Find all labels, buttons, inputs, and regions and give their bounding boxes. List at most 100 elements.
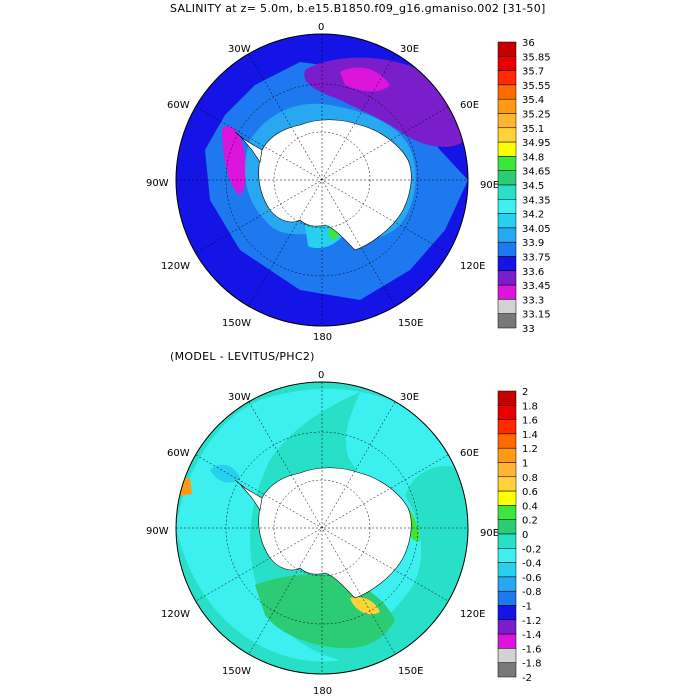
- colorbar-swatch: [497, 619, 517, 635]
- salinity-map: 0 30W 30E 60W 60E 90W 90E 120W 120E 150W…: [146, 22, 499, 343]
- colorbar-tick-label: 0.4: [522, 501, 538, 512]
- colorbar-tick-label: 0.2: [522, 516, 538, 527]
- colorbar-swatch: [497, 462, 517, 478]
- lon-label-0: 0: [318, 22, 324, 33]
- lon-label-90w: 90W: [146, 526, 169, 537]
- difference-map: 0 30W 30E 60W 60E 90W 90E 120W 120E 150W…: [146, 370, 499, 697]
- colorbar-tick-label: 1.4: [522, 430, 538, 441]
- graticule: [176, 34, 468, 326]
- colorbar-swatch: [497, 576, 517, 592]
- colorbar-swatch: [497, 390, 517, 406]
- colorbar-tick-label: -1.4: [522, 630, 542, 641]
- colorbar-tick-label: -1: [522, 602, 532, 613]
- colorbar-swatch: [497, 199, 517, 214]
- colorbar-tick-label: 33.15: [522, 310, 551, 321]
- lon-label-30e: 30E: [400, 392, 419, 403]
- colorbar-swatch: [497, 419, 517, 435]
- lon-label-60w: 60W: [167, 448, 190, 459]
- lon-label-90w: 90W: [146, 178, 169, 189]
- colorbar-swatch: [497, 433, 517, 449]
- colorbar-tick-label: 0.6: [522, 487, 538, 498]
- plot-title: SALINITY at z= 5.0m, b.e15.B1850.f09_g16…: [170, 2, 546, 15]
- colorbar-tick-label: 35.85: [522, 52, 551, 63]
- lon-label-120e: 120E: [460, 261, 485, 272]
- colorbar-tick-label: -1.8: [522, 659, 542, 670]
- lon-label-0: 0: [318, 370, 324, 381]
- colorbar-tick-label: 1.8: [522, 401, 538, 412]
- colorbar-tick-label: 35.1: [522, 124, 544, 135]
- lon-label-150e: 150E: [398, 318, 423, 329]
- lon-label-120w: 120W: [161, 261, 190, 272]
- colorbar-swatch: [497, 241, 517, 257]
- colorbar-swatch: [497, 648, 517, 663]
- lon-label-90e: 90E: [480, 180, 499, 191]
- lon-label-150w: 150W: [222, 666, 251, 677]
- colorbar-tick-label: -0.2: [522, 544, 542, 555]
- colorbar-swatch: [497, 141, 517, 157]
- lon-label-120w: 120W: [161, 609, 190, 620]
- antarctica-landmass: [258, 119, 412, 251]
- colorbar-swatch: [497, 170, 517, 186]
- colorbar-tick-label: -1.6: [522, 644, 542, 655]
- colorbar-tick-label: 35.4: [522, 95, 544, 106]
- colorbar-tick-label: 1.6: [522, 416, 538, 427]
- lon-label-60e: 60E: [460, 100, 479, 111]
- colorbar-swatch: [497, 84, 517, 100]
- magenta-core: [340, 67, 390, 92]
- lon-label-180: 180: [313, 686, 332, 697]
- colorbar-tick-label: 34.5: [522, 181, 544, 192]
- colorbar-tick-label: 33.9: [522, 238, 544, 249]
- colorbar-swatch: [497, 533, 517, 549]
- colorbar-tick-label: 2: [522, 387, 528, 398]
- antarctica-landmass: [258, 467, 412, 599]
- colorbar-tick-label: 34.8: [522, 152, 544, 163]
- colorbar-tick-label: -0.6: [522, 573, 542, 584]
- colorbar-swatch: [497, 70, 517, 86]
- colorbar-swatch: [497, 127, 517, 143]
- lon-label-120e: 120E: [460, 609, 485, 620]
- colorbar-swatch: [497, 41, 517, 57]
- colorbar-swatch: [497, 490, 517, 506]
- colorbar-tick-label: 35.55: [522, 81, 551, 92]
- antarctic-peninsula: [234, 479, 263, 511]
- colorbar-tick-label: 1: [522, 459, 528, 470]
- colorbar-tick-label: 34.95: [522, 138, 551, 149]
- lon-label-150w: 150W: [222, 318, 251, 329]
- colorbar-tick-label: 36: [522, 38, 535, 49]
- colorbar-swatch: [497, 56, 517, 71]
- colorbar-swatch: [497, 98, 517, 114]
- colorbar-tick-label: 33.75: [522, 253, 551, 264]
- colorbar-tick-label: 35.25: [522, 110, 551, 121]
- colorbar-tick-label: 33.3: [522, 295, 544, 306]
- map-border: [175, 33, 469, 327]
- colorbar-swatch: [497, 156, 517, 171]
- colorbar-tick-label: -0.8: [522, 587, 542, 598]
- cyan-region-west: [176, 388, 360, 662]
- lon-label-30w: 30W: [228, 392, 251, 403]
- colorbar-swatch: [497, 476, 517, 492]
- colorbar-swatch: [497, 113, 517, 129]
- colorbar-tick-label: 33.45: [522, 281, 551, 292]
- colorbar-swatch: [497, 270, 517, 286]
- yellow-patch: [350, 597, 380, 615]
- lon-label-30e: 30E: [400, 44, 419, 55]
- colorbar-swatch: [497, 447, 517, 463]
- colorbar-tick-label: 34.65: [522, 167, 551, 178]
- colorbar-swatch: [497, 633, 517, 649]
- colorbar-swatch: [497, 519, 517, 535]
- lon-label-60w: 60W: [167, 100, 190, 111]
- colorbar-tick-label: 34.35: [522, 195, 551, 206]
- graticule: [176, 382, 468, 674]
- colorbar-swatch: [497, 313, 517, 329]
- colorbar-swatch: [497, 184, 517, 200]
- colorbar-swatch: [497, 405, 517, 420]
- colorbar-difference: 2 1.8 1.6 1.4 1.2 1 0.8 0.6 0.4 0.2 0 -0.2 -0.4 -0.6 -…: [497, 387, 542, 684]
- lon-label-150e: 150E: [398, 666, 423, 677]
- colorbar-tick-label: 35.7: [522, 67, 544, 78]
- colorbar-tick-label: 1.2: [522, 444, 538, 455]
- colorbar-swatch: [497, 299, 517, 314]
- lon-label-180: 180: [313, 332, 332, 343]
- colorbar-swatch: [497, 590, 517, 606]
- lon-label-60e: 60E: [460, 448, 479, 459]
- colorbar-tick-label: 33: [522, 324, 535, 335]
